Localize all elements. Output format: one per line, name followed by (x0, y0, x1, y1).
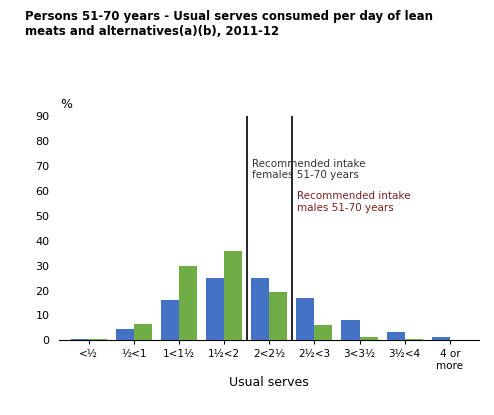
Text: %: % (60, 98, 72, 111)
Bar (88, 339, 107, 340)
Bar (405, 339, 423, 340)
Bar (224, 251, 242, 340)
Bar (206, 278, 224, 340)
Bar (314, 325, 332, 340)
Bar (296, 298, 314, 340)
Bar (387, 332, 405, 340)
Bar (360, 337, 377, 340)
Bar (432, 337, 450, 340)
Text: Persons 51-70 years - Usual serves consumed per day of lean
meats and alternativ: Persons 51-70 years - Usual serves consu… (25, 10, 433, 38)
Bar (179, 266, 197, 340)
Text: Recommended intake
males 51-70 years: Recommended intake males 51-70 years (297, 191, 411, 212)
Bar (116, 329, 134, 340)
X-axis label: Usual serves: Usual serves (229, 376, 309, 390)
Bar (341, 320, 360, 340)
Bar (251, 278, 269, 340)
Bar (269, 292, 288, 340)
Bar (134, 324, 152, 340)
Bar (71, 339, 88, 340)
Bar (161, 300, 179, 340)
Text: Recommended intake
females 51-70 years: Recommended intake females 51-70 years (252, 159, 366, 180)
